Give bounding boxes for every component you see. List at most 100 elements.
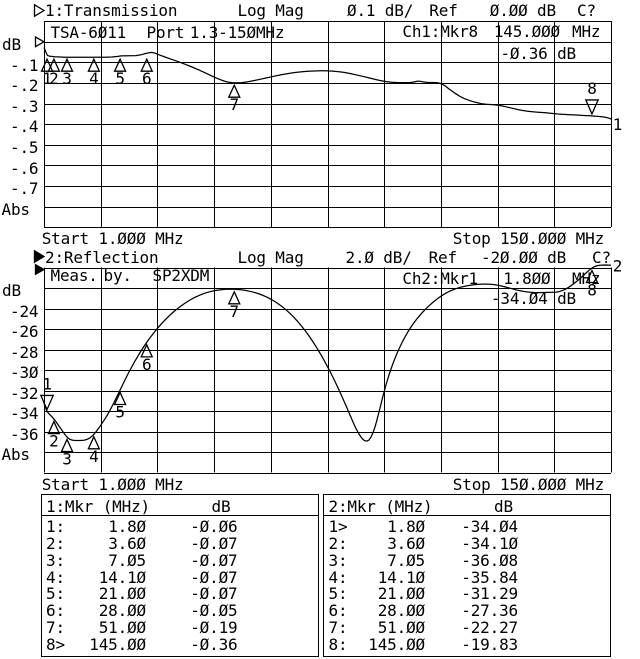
marker-number: 4: [89, 69, 98, 88]
table1-header-mkr: 1:Mkr (MHz): [46, 496, 150, 516]
ch1-y-tick-label: -.4: [10, 117, 39, 137]
marker-number: 4: [89, 447, 98, 466]
table1-row-freq: 51.ØØ: [98, 618, 146, 638]
table1-row-db: -Ø.Ø7: [190, 584, 238, 604]
marker-triangle-icon: [585, 268, 599, 284]
ch1-ref-label: Ref: [429, 1, 458, 20]
table1-row-label: 6:: [46, 601, 65, 621]
table2-row-label: 6:: [328, 601, 348, 621]
table1-header-db: dB: [211, 496, 231, 516]
ch1-y-tick-label: -.2: [10, 76, 39, 96]
ch2-format-label: Log Mag: [237, 247, 304, 267]
ch1-marker-7: 7: [227, 83, 241, 114]
marker-triangle-icon: [140, 343, 154, 358]
ch1-marker-freq-unit: MHz: [572, 22, 601, 41]
ch2-marker-table: 2:Mkr (MHz) dB 1> 1.8Ø -34.Ø4 2: 3.6Ø -34.1Ø 3: 7…: [322, 494, 611, 657]
table2-row-db: -19.83: [461, 634, 518, 654]
table1-row-db: -Ø.Ø7: [190, 567, 238, 587]
table1-row-freq: 28.ØØ: [98, 601, 146, 621]
ch2-marker-1: 1: [39, 374, 55, 412]
marker-number: 6: [142, 355, 151, 374]
ch1-trace-number-label: 1: [613, 115, 622, 134]
ch1-marker-value: -Ø.36 dB: [500, 43, 576, 63]
ch1-start-freq: Start 1.ØØØ MHz: [41, 229, 184, 248]
ch1-marker-readout-label: Ch1:Mkr8: [402, 22, 479, 41]
table2-row-label: 2:: [328, 533, 348, 553]
ch2-active-channel-icon: [33, 249, 46, 264]
ch1-ref-value: Ø.ØØ dB: [489, 1, 556, 20]
table1-row-freq: 21.ØØ: [98, 584, 146, 604]
table2-row-db: -22.27: [461, 618, 518, 638]
ch1-active-channel-icon: [33, 3, 46, 18]
ch1-y-tick-label: -.3: [10, 96, 39, 116]
ch1-y-unit: dB: [2, 35, 21, 54]
ch1-cal-status: C?: [577, 1, 596, 20]
ch1-y-tick-label: -.6: [10, 158, 39, 178]
marker-triangle-icon: [227, 290, 241, 305]
marker-triangle-icon: [60, 437, 74, 453]
marker-number: 3: [62, 69, 71, 88]
ch2-marker-2: 2: [47, 420, 61, 451]
marker-number: 3: [62, 449, 71, 468]
ch1-stop-freq: Stop 15Ø.ØØØ MHz: [452, 229, 605, 248]
ch2-y-tick-label: -36: [10, 424, 39, 444]
ch1-format-label: Log Mag: [237, 1, 304, 20]
ch2-ref-label: Ref: [428, 247, 458, 267]
table1-row-db: -Ø.Ø7: [190, 550, 238, 570]
ch2-title-part1: Meas.: [50, 265, 98, 285]
marker-triangle-icon: [60, 57, 74, 72]
ch2-y-tick-label: -24: [10, 301, 39, 321]
table2-row-label: 8:: [328, 634, 348, 654]
ch1-scale-label: Ø.1 dB/: [347, 1, 414, 20]
table2-row-db: -36.Ø8: [461, 550, 518, 570]
table1-row-label: 3:: [46, 550, 65, 570]
marker-number: 6: [142, 69, 151, 88]
ch2-y-bottom-label: Abs: [1, 445, 31, 465]
table2-header-mkr: 2:Mkr (MHz): [328, 496, 433, 516]
table2-row-freq: 14.1Ø: [377, 567, 425, 587]
ch1-marker-3: 3: [60, 57, 74, 88]
ch2-marker-5: 5: [113, 390, 127, 421]
ch1-marker-freq: 145.ØØØ: [493, 22, 560, 41]
ch2-title-part3: SP2XDM: [152, 265, 210, 285]
table1-row-label: 1:: [46, 517, 65, 536]
ch2-marker-6: 6: [140, 343, 154, 374]
active-marker-triangle-icon: [584, 99, 600, 116]
ch2-y-tick-label: -32: [10, 383, 39, 403]
marker-triangle-icon: [40, 57, 54, 72]
ch1-trace: [43, 47, 612, 120]
ch2-trace: [43, 264, 612, 442]
ch2-measurement-label: 2:Reflection: [45, 247, 159, 267]
marker-triangle-icon: [47, 57, 61, 72]
table2-row-label: 3:: [328, 550, 348, 570]
ch2-ref-value: -2Ø.ØØ dB: [481, 247, 567, 267]
table1-row-db: -Ø.Ø7: [190, 533, 238, 553]
marker-triangle-icon: [47, 420, 61, 435]
table1-row-label: 7:: [46, 618, 65, 638]
table2-row-freq: 3.6Ø: [387, 533, 425, 553]
marker-triangle-icon: [113, 57, 127, 72]
ch2-marker-value: -34.Ø4 dB: [490, 288, 576, 308]
ch2-title-part2: by.: [103, 265, 133, 285]
table2-row-db: -27.36: [461, 601, 518, 621]
marker-triangle-icon: [140, 57, 154, 72]
table1-row-db: -Ø.Ø6: [190, 517, 238, 536]
table2-row-label: 1>: [328, 517, 348, 536]
table1-row-db: -Ø.Ø5: [190, 601, 238, 621]
ch1-y-tick-label: -.7: [10, 179, 39, 199]
ch2-marker-freq: 1.8ØØ: [503, 269, 551, 288]
marker-number: 1: [42, 69, 51, 88]
table1-row-label: 5:: [46, 584, 65, 604]
ch2-ref-position-icon: [34, 263, 46, 276]
ch2-y-unit: dB: [2, 281, 21, 301]
table1-row-freq: 1.8Ø: [108, 517, 146, 536]
marker-number: 2: [49, 69, 58, 88]
table2-row-freq: 1.8Ø: [387, 517, 425, 536]
ch1-marker-6: 6: [140, 57, 154, 88]
table1-row-freq: 145.ØØ: [89, 634, 146, 654]
table1-row-label: 2:: [46, 533, 65, 553]
ch2-marker-8: 8: [585, 268, 599, 300]
